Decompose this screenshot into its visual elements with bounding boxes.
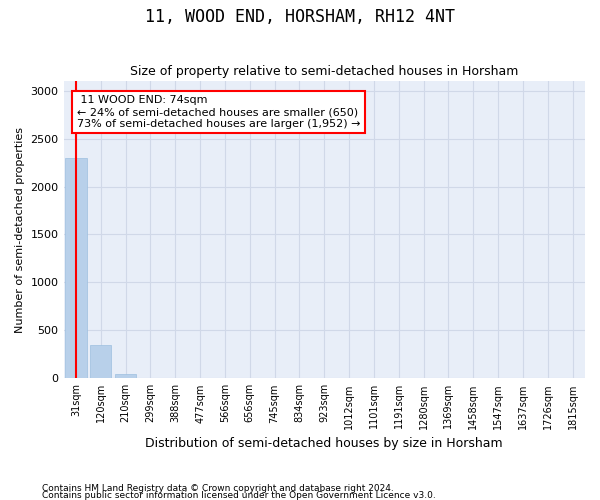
Bar xyxy=(65,158,86,378)
Text: Contains public sector information licensed under the Open Government Licence v3: Contains public sector information licen… xyxy=(42,492,436,500)
Text: Contains HM Land Registry data © Crown copyright and database right 2024.: Contains HM Land Registry data © Crown c… xyxy=(42,484,394,493)
Text: 11, WOOD END, HORSHAM, RH12 4NT: 11, WOOD END, HORSHAM, RH12 4NT xyxy=(145,8,455,26)
Text: 11 WOOD END: 74sqm
← 24% of semi-detached houses are smaller (650)
73% of semi-d: 11 WOOD END: 74sqm ← 24% of semi-detache… xyxy=(77,96,360,128)
Bar xyxy=(90,344,112,378)
Bar xyxy=(115,374,136,378)
Title: Size of property relative to semi-detached houses in Horsham: Size of property relative to semi-detach… xyxy=(130,66,518,78)
X-axis label: Distribution of semi-detached houses by size in Horsham: Distribution of semi-detached houses by … xyxy=(145,437,503,450)
Y-axis label: Number of semi-detached properties: Number of semi-detached properties xyxy=(15,126,25,332)
